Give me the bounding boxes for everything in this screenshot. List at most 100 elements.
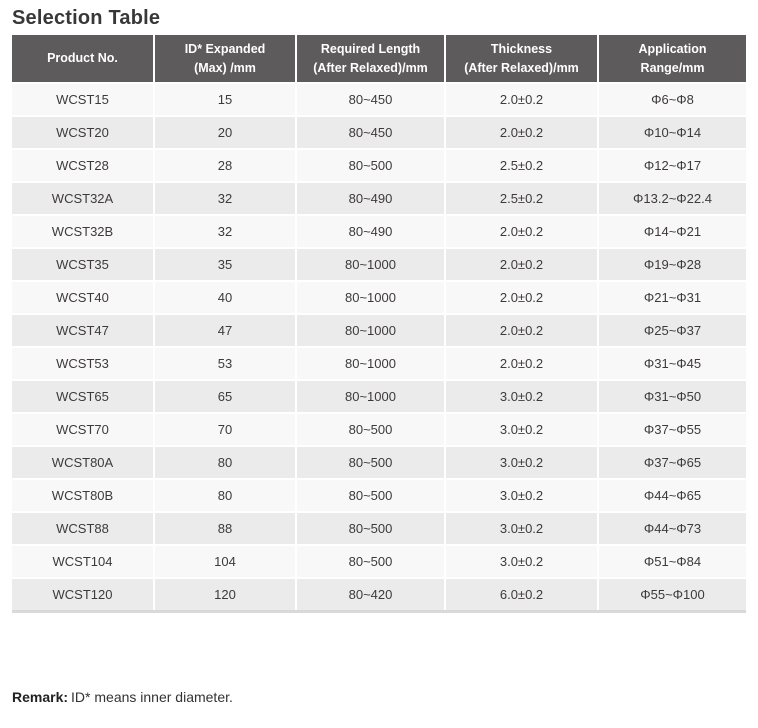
table-cell: Φ44~Φ65 (599, 480, 746, 511)
table-cell: WCST65 (12, 381, 153, 412)
table-cell: WCST35 (12, 249, 153, 280)
table-cell: Φ19~Φ28 (599, 249, 746, 280)
table-cell: WCST32B (12, 216, 153, 247)
header-line2: (After Relaxed)/mm (464, 60, 579, 75)
table-cell: 32 (155, 216, 295, 247)
table-cell: Φ21~Φ31 (599, 282, 746, 313)
table-cell: WCST120 (12, 579, 153, 610)
table-cell: 80~490 (297, 183, 444, 214)
table-cell: 2.0±0.2 (446, 348, 597, 379)
table-cell: 80~490 (297, 216, 444, 247)
table-cell: 80~450 (297, 117, 444, 148)
table-cell: WCST53 (12, 348, 153, 379)
table-cell: 80~1000 (297, 315, 444, 346)
header-line2: Range/mm (640, 60, 705, 75)
header-cell: Application Range/mm (599, 35, 746, 82)
header-line1: Thickness (490, 41, 553, 56)
header-line1: Product No. (47, 51, 118, 66)
table-cell: 3.0±0.2 (446, 546, 597, 577)
table-cell: Φ10~Φ14 (599, 117, 746, 148)
table-cell: 40 (155, 282, 295, 313)
table-cell: WCST104 (12, 546, 153, 577)
page-title: Selection Table (12, 7, 161, 29)
table-cell: Φ37~Φ55 (599, 414, 746, 445)
table-cell: 6.0±0.2 (446, 579, 597, 610)
table-cell: 80~1000 (297, 381, 444, 412)
table-cell: 32 (155, 183, 295, 214)
table-cell: WCST15 (12, 84, 153, 115)
table-cell: Φ6~Φ8 (599, 84, 746, 115)
table-cell: 2.0±0.2 (446, 117, 597, 148)
table-cell: 80~420 (297, 579, 444, 610)
table-cell: 47 (155, 315, 295, 346)
table-cell: 2.5±0.2 (446, 183, 597, 214)
table-cell: Φ14~Φ21 (599, 216, 746, 247)
table-cell: 53 (155, 348, 295, 379)
header-line2: (After Relaxed)/mm (313, 60, 428, 75)
table-cell: 80~500 (297, 414, 444, 445)
table-bottom-border (12, 610, 746, 613)
header-line2: (Max) /mm (194, 60, 256, 75)
table-cell: Φ44~Φ73 (599, 513, 746, 544)
table-cell: 104 (155, 546, 295, 577)
table-cell: WCST70 (12, 414, 153, 445)
table-cell: 80 (155, 447, 295, 478)
header-cell: Product No. (12, 35, 153, 82)
table-cell: 28 (155, 150, 295, 181)
table-cell: 70 (155, 414, 295, 445)
table-cell: 2.0±0.2 (446, 216, 597, 247)
table-cell: Φ12~Φ17 (599, 150, 746, 181)
header-cell: Thickness (After Relaxed)/mm (446, 35, 597, 82)
table-cell: WCST28 (12, 150, 153, 181)
table-cell: Φ51~Φ84 (599, 546, 746, 577)
table-cell: 80 (155, 480, 295, 511)
table-cell: WCST40 (12, 282, 153, 313)
header-line1: ID* Expanded (184, 41, 266, 56)
table-cell: 2.0±0.2 (446, 84, 597, 115)
table-cell: 88 (155, 513, 295, 544)
table-cell: 80~1000 (297, 282, 444, 313)
table-cell: Φ31~Φ45 (599, 348, 746, 379)
table-cell: 35 (155, 249, 295, 280)
table-cell: 2.0±0.2 (446, 282, 597, 313)
remark-label: Remark: (12, 689, 69, 705)
table-cell: 80~500 (297, 480, 444, 511)
table-cell: 80~450 (297, 84, 444, 115)
table-cell: Φ37~Φ65 (599, 447, 746, 478)
table-cell: Φ13.2~Φ22.4 (599, 183, 746, 214)
table-cell: 80~500 (297, 447, 444, 478)
table-cell: Φ25~Φ37 (599, 315, 746, 346)
header-cell: ID* Expanded (Max) /mm (155, 35, 295, 82)
table-cell: 2.0±0.2 (446, 249, 597, 280)
table-cell: WCST80A (12, 447, 153, 478)
table-cell: 20 (155, 117, 295, 148)
table-cell: Φ31~Φ50 (599, 381, 746, 412)
remark: Remark: ID* means inner diameter. (12, 689, 758, 705)
table-cell: 80~1000 (297, 348, 444, 379)
header-line1: Application (638, 41, 707, 56)
table-cell: 3.0±0.2 (446, 480, 597, 511)
table-cell: 3.0±0.2 (446, 414, 597, 445)
table-cell: 3.0±0.2 (446, 513, 597, 544)
table-cell: 80~500 (297, 546, 444, 577)
table-cell: WCST20 (12, 117, 153, 148)
table-cell: WCST88 (12, 513, 153, 544)
table-cell: WCST47 (12, 315, 153, 346)
header-cell: Required Length (After Relaxed)/mm (297, 35, 444, 82)
table-cell: 80~1000 (297, 249, 444, 280)
table-cell: 80~500 (297, 150, 444, 181)
table-cell: 15 (155, 84, 295, 115)
table-cell: 3.0±0.2 (446, 381, 597, 412)
table-cell: WCST80B (12, 480, 153, 511)
page: Selection Table Product No. ID* Expanded (… (0, 7, 758, 728)
table-cell: 2.5±0.2 (446, 150, 597, 181)
table-cell: WCST32A (12, 183, 153, 214)
header-line1: Required Length (320, 41, 421, 56)
table-cell: 65 (155, 381, 295, 412)
remark-text: ID* means inner diameter. (71, 689, 233, 705)
table-cell: 3.0±0.2 (446, 447, 597, 478)
table-cell: 120 (155, 579, 295, 610)
table-cell: 80~500 (297, 513, 444, 544)
selection-table: Product No. ID* Expanded (Max) /mm Required… (12, 35, 746, 610)
table-cell: 2.0±0.2 (446, 315, 597, 346)
